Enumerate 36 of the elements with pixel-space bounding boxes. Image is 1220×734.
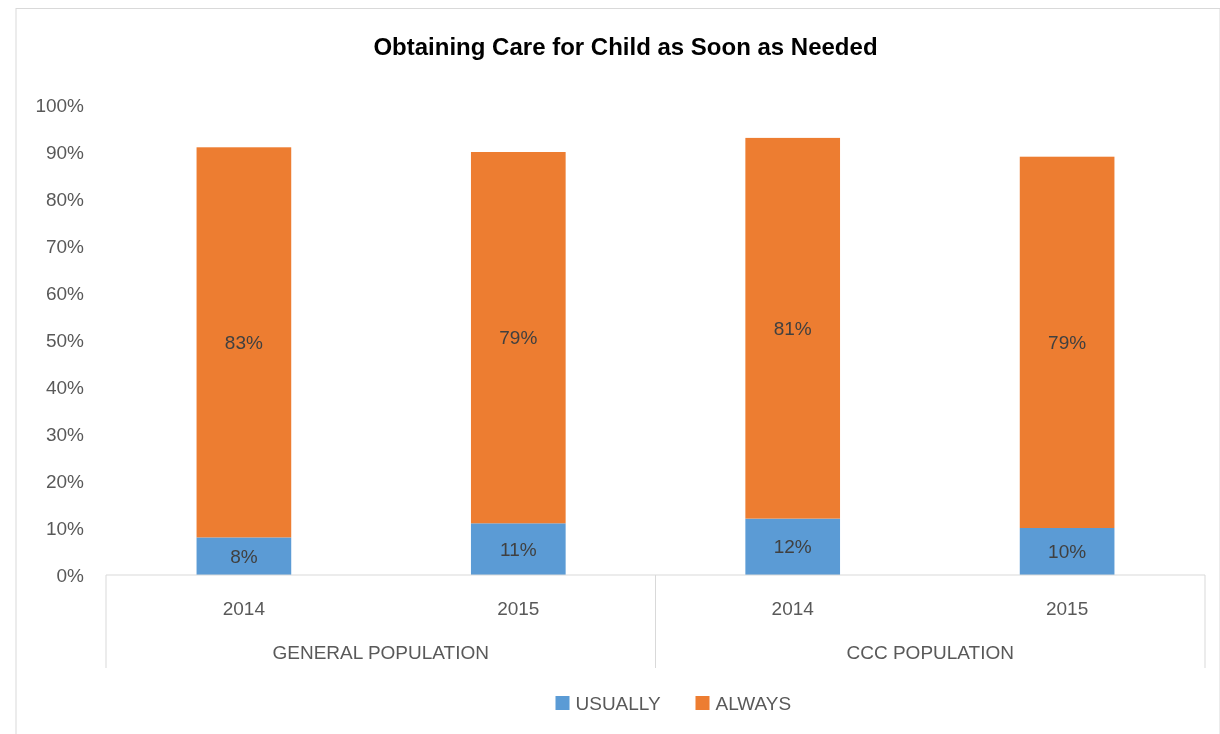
- data-label: 79%: [1048, 332, 1087, 353]
- bar: [196, 537, 292, 575]
- bar: [745, 137, 841, 519]
- x-tick-label: 2015: [497, 597, 540, 619]
- bar: [470, 523, 566, 575]
- bar: [196, 147, 292, 538]
- x-tick-label: 2014: [771, 597, 815, 619]
- chart-title: Obtaining Care for Child as Soon as Needed: [373, 33, 878, 60]
- data-label: 10%: [1048, 541, 1087, 563]
- y-tick-label: 70%: [45, 235, 85, 257]
- data-label: 83%: [224, 332, 264, 353]
- bar: [1019, 156, 1115, 528]
- y-tick-label: 60%: [45, 282, 85, 304]
- data-label: 12%: [773, 536, 812, 558]
- legend-label: USUALLY: [575, 692, 662, 714]
- data-label: 8%: [230, 545, 258, 567]
- x-tick-label: 2014: [222, 597, 266, 619]
- bar: [1019, 528, 1115, 575]
- y-tick-label: 30%: [45, 423, 85, 445]
- data-label: 79%: [499, 327, 538, 349]
- x-tick-label: 2015: [1045, 597, 1089, 619]
- bar: [745, 518, 841, 575]
- y-tick-label: 40%: [45, 376, 85, 398]
- text: CCC POPULATION: [846, 641, 1015, 663]
- y-tick-label: 50%: [45, 329, 85, 351]
- bar: [470, 152, 566, 524]
- legend-label: ALWAYS: [715, 692, 792, 714]
- y-tick-label: 80%: [45, 188, 85, 210]
- y-tick-label: 100%: [35, 94, 85, 116]
- data-label: 81%: [773, 317, 812, 339]
- y-tick-label: 20%: [45, 470, 85, 492]
- y-tick-label: 90%: [45, 141, 85, 163]
- text: GENERAL POPULATION: [272, 641, 489, 663]
- y-tick-label: 10%: [45, 517, 85, 539]
- y-tick-label: 0%: [56, 564, 85, 586]
- data-label: 11%: [499, 538, 537, 560]
